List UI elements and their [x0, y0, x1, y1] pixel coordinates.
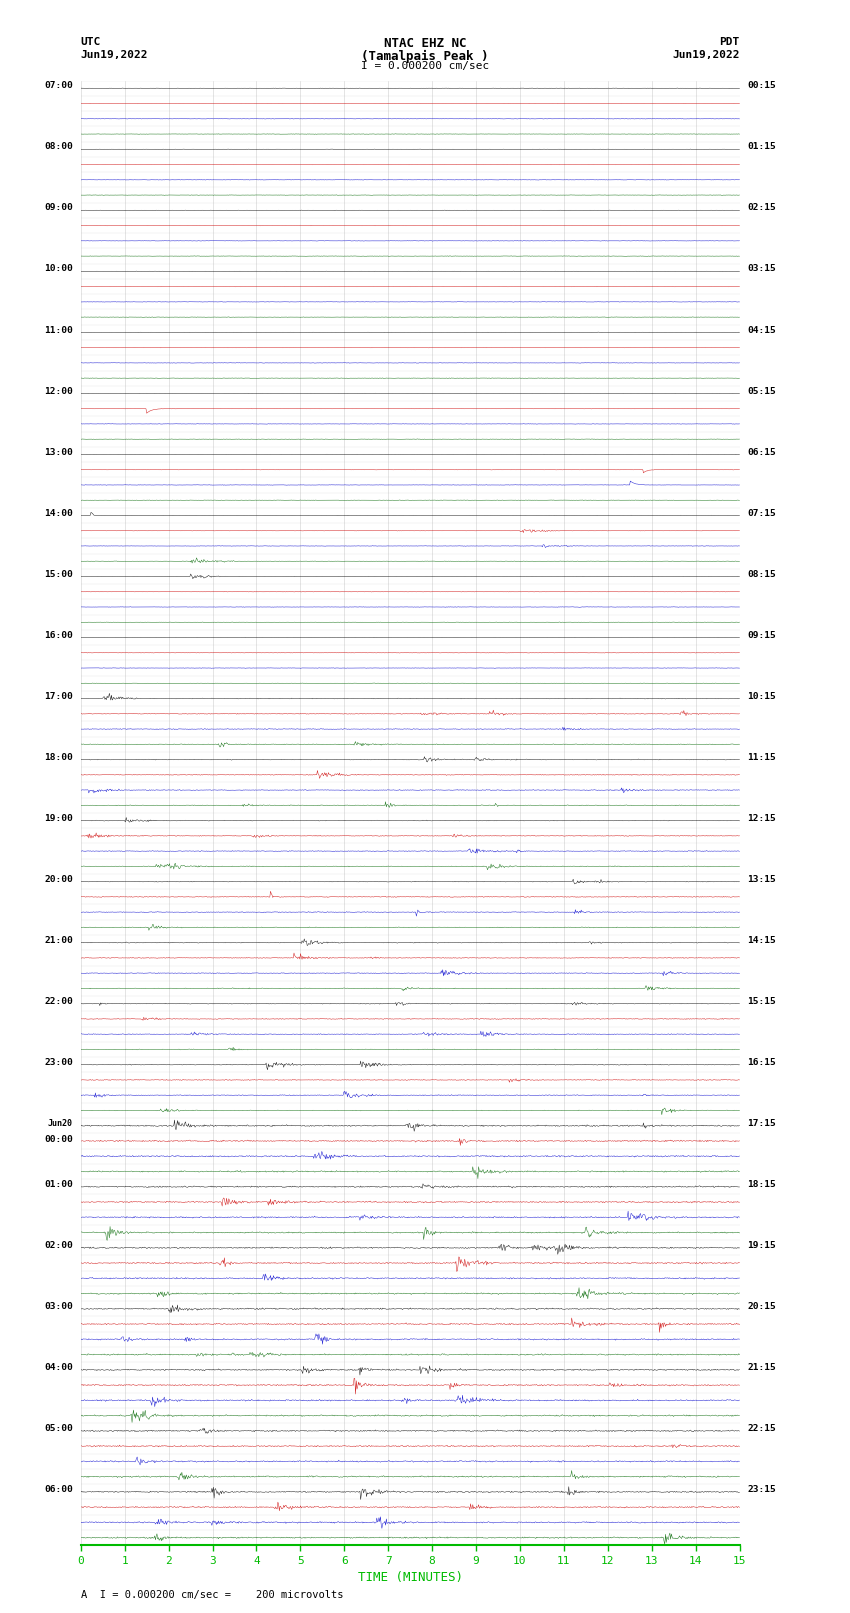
Text: Jun20: Jun20: [48, 1119, 73, 1127]
Text: 05:00: 05:00: [44, 1424, 73, 1432]
Text: 04:15: 04:15: [747, 326, 776, 334]
Text: 16:15: 16:15: [747, 1058, 776, 1066]
Text: 11:15: 11:15: [747, 753, 776, 761]
Text: 17:00: 17:00: [44, 692, 73, 700]
Text: 23:15: 23:15: [747, 1486, 776, 1494]
Text: 20:15: 20:15: [747, 1302, 776, 1311]
Text: 09:15: 09:15: [747, 631, 776, 640]
Text: 01:15: 01:15: [747, 142, 776, 152]
Text: 12:00: 12:00: [44, 387, 73, 395]
Text: UTC: UTC: [81, 37, 101, 47]
Text: 09:00: 09:00: [44, 203, 73, 213]
Text: 22:00: 22:00: [44, 997, 73, 1007]
Text: 16:00: 16:00: [44, 631, 73, 640]
Text: 13:00: 13:00: [44, 447, 73, 456]
Text: NTAC EHZ NC: NTAC EHZ NC: [383, 37, 467, 50]
Text: 05:15: 05:15: [747, 387, 776, 395]
Text: 14:15: 14:15: [747, 936, 776, 945]
Text: 19:00: 19:00: [44, 813, 73, 823]
Text: 10:15: 10:15: [747, 692, 776, 700]
Text: 01:00: 01:00: [44, 1179, 73, 1189]
Text: 22:15: 22:15: [747, 1424, 776, 1432]
Text: 18:15: 18:15: [747, 1179, 776, 1189]
Text: 08:00: 08:00: [44, 142, 73, 152]
Text: 21:15: 21:15: [747, 1363, 776, 1373]
Text: 20:00: 20:00: [44, 874, 73, 884]
Text: Jun19,2022: Jun19,2022: [81, 50, 148, 60]
Text: I = 0.000200 cm/sec: I = 0.000200 cm/sec: [361, 61, 489, 71]
Text: (Tamalpais Peak ): (Tamalpais Peak ): [361, 50, 489, 63]
Text: PDT: PDT: [719, 37, 740, 47]
Text: 17:15: 17:15: [747, 1119, 776, 1127]
Text: 03:00: 03:00: [44, 1302, 73, 1311]
Text: 04:00: 04:00: [44, 1363, 73, 1373]
Text: 18:00: 18:00: [44, 753, 73, 761]
Text: 03:15: 03:15: [747, 265, 776, 274]
Text: 23:00: 23:00: [44, 1058, 73, 1066]
Text: 13:15: 13:15: [747, 874, 776, 884]
Text: 21:00: 21:00: [44, 936, 73, 945]
Text: 02:15: 02:15: [747, 203, 776, 213]
X-axis label: TIME (MINUTES): TIME (MINUTES): [358, 1571, 462, 1584]
Text: 15:00: 15:00: [44, 569, 73, 579]
Text: 15:15: 15:15: [747, 997, 776, 1007]
Text: A  I = 0.000200 cm/sec =    200 microvolts: A I = 0.000200 cm/sec = 200 microvolts: [81, 1590, 343, 1600]
Text: 07:00: 07:00: [44, 81, 73, 90]
Text: 08:15: 08:15: [747, 569, 776, 579]
Text: 10:00: 10:00: [44, 265, 73, 274]
Text: Jun19,2022: Jun19,2022: [672, 50, 740, 60]
Text: 06:00: 06:00: [44, 1486, 73, 1494]
Text: 00:00: 00:00: [44, 1136, 73, 1144]
Text: 11:00: 11:00: [44, 326, 73, 334]
Text: 19:15: 19:15: [747, 1240, 776, 1250]
Text: 07:15: 07:15: [747, 508, 776, 518]
Text: 02:00: 02:00: [44, 1240, 73, 1250]
Text: 00:15: 00:15: [747, 81, 776, 90]
Text: 06:15: 06:15: [747, 447, 776, 456]
Text: 14:00: 14:00: [44, 508, 73, 518]
Text: 12:15: 12:15: [747, 813, 776, 823]
